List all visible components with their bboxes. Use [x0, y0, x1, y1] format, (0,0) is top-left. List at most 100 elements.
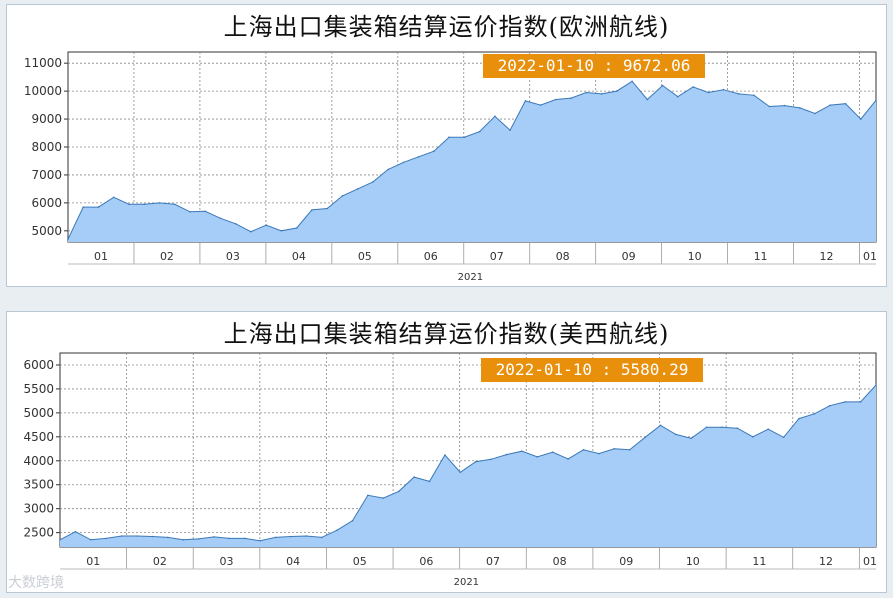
chart-title: 上海出口集装箱结算运价指数(美西航线): [223, 320, 670, 348]
data-point: [372, 181, 374, 183]
x-tick-label: 07: [486, 555, 500, 568]
data-point: [859, 401, 862, 403]
data-point: [143, 203, 145, 206]
data-point: [722, 88, 725, 91]
data-point: [844, 401, 846, 403]
data-point: [494, 115, 496, 118]
data-point: [505, 453, 508, 456]
data-point: [646, 98, 649, 101]
data-point: [767, 428, 769, 430]
series-line: [67, 80, 877, 240]
data-point: [474, 460, 477, 463]
x-tick-label: 01: [863, 250, 877, 263]
data-point: [536, 456, 539, 458]
data-point: [613, 448, 616, 450]
data-point: [356, 188, 359, 190]
chart-panel-uswest: 上海出口集装箱结算运价指数(美西航线) 2500 3000 3500 4000 4500…: [6, 311, 887, 593]
chart-svg: 5000 6000 7000 8000 9000 10000 11000 01 02 03 04 05…: [24, 51, 877, 283]
data-point: [690, 437, 692, 440]
data-point: [600, 93, 603, 95]
data-point: [397, 490, 400, 493]
watermark: 大数跨境: [8, 575, 64, 591]
data-point: [707, 91, 710, 94]
data-point: [524, 100, 527, 102]
x-tick-label: 06: [419, 555, 433, 568]
x-tick-label: 05: [353, 555, 367, 568]
data-point: [582, 449, 585, 451]
data-point: [433, 150, 435, 152]
x-tick-label: 03: [220, 555, 234, 568]
data-point: [829, 104, 832, 106]
chart-panel-europe: 上海出口集装箱结算运价指数(欧洲航线) 5000 6000 7000 8000 9000…: [6, 4, 887, 287]
data-point: [539, 104, 542, 106]
data-point: [112, 196, 115, 199]
y-tick-label: 2500: [23, 526, 54, 540]
data-point: [367, 494, 369, 497]
x-tick-label: 02: [153, 555, 167, 568]
y-tick-label: 6000: [23, 358, 54, 372]
data-point: [814, 112, 816, 115]
data-point: [628, 449, 631, 451]
year-label: 2021: [458, 272, 483, 283]
y-tick-label: 4500: [23, 430, 54, 444]
data-point: [768, 105, 771, 108]
data-point: [158, 202, 161, 204]
data-point: [182, 539, 184, 541]
x-tick-label: 07: [490, 250, 504, 263]
area-fill: [68, 81, 876, 242]
x-tick-label: 01: [94, 250, 108, 263]
data-point: [753, 94, 755, 97]
data-point: [675, 433, 677, 436]
year-label: 2021: [454, 577, 479, 588]
x-tick-label: 10: [686, 555, 700, 568]
data-point: [644, 436, 646, 439]
data-point: [417, 156, 420, 158]
x-tick-label: 02: [160, 250, 174, 263]
y-tick-label: 5000: [23, 406, 54, 420]
data-point: [244, 537, 246, 540]
data-point: [463, 136, 466, 138]
x-tick-label: 09: [619, 555, 633, 568]
data-point: [167, 536, 169, 539]
data-point: [585, 91, 588, 94]
x-tick-label: 01: [863, 555, 877, 568]
data-point: [555, 98, 557, 101]
data-point: [736, 427, 739, 429]
data-point: [274, 536, 277, 539]
y-tick-label: 3500: [23, 478, 54, 492]
annotation-box: [481, 358, 703, 382]
data-point: [677, 95, 679, 98]
value-annotation: 2022-01-10 : 5580.29: [481, 358, 703, 382]
data-point: [616, 90, 618, 92]
x-tick-label: 01: [86, 555, 100, 568]
data-point: [151, 535, 154, 538]
y-tick-label: 7000: [31, 168, 62, 182]
data-point: [875, 384, 877, 386]
data-point: [413, 476, 415, 478]
data-point: [59, 539, 61, 541]
data-point: [311, 209, 313, 211]
data-point: [382, 497, 385, 499]
data-point: [844, 102, 847, 105]
data-point: [738, 93, 740, 95]
data-point: [259, 540, 261, 542]
data-point: [551, 451, 554, 453]
data-point: [97, 206, 100, 208]
data-point: [661, 84, 664, 87]
data-point: [219, 217, 222, 220]
data-point: [82, 206, 84, 208]
data-point: [290, 535, 292, 538]
data-point: [105, 537, 107, 540]
annotation-text: 2022-01-10 : 9672.06: [498, 56, 691, 75]
x-tick-label: 04: [292, 250, 306, 263]
data-point: [320, 536, 323, 539]
x-tick-label: 09: [622, 250, 636, 263]
data-point: [567, 458, 569, 460]
data-point: [799, 107, 801, 109]
annotation-box: [483, 54, 705, 78]
data-point: [128, 203, 130, 206]
y-tick-label: 10000: [24, 84, 62, 98]
y-tick-label: 6000: [31, 196, 62, 210]
data-point: [402, 161, 405, 164]
annotation-text: 2022-01-10 : 5580.29: [496, 360, 689, 379]
